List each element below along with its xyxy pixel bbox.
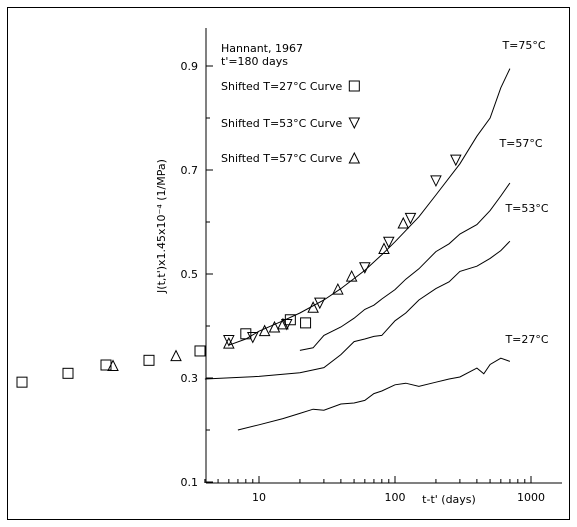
y-axis-title: J(t,t')x1.45x10⁻⁴ (1/MPa) [155,159,168,294]
marker-triangle-down [450,154,462,167]
marker-triangle-up [277,317,289,330]
marker-triangle-up [107,359,119,372]
x-tick-label: 100 [385,491,406,504]
data-markers [16,154,462,388]
marker-triangle-down [359,262,371,274]
model-curves [204,68,511,431]
marker-triangle-down [430,175,442,188]
y-tick-label: 0.9 [181,60,199,73]
annotation-text: t'=180 days [221,55,288,68]
marker-triangle-down [246,331,259,344]
x-axis-title: t-t' (days) [422,493,476,506]
y-tick-label: 0.1 [181,476,199,489]
marker-triangle-down [382,236,395,249]
marker-square [300,317,312,329]
marker-triangle-up [268,320,281,333]
legend-label: Shifted T=57°C Curve [221,152,343,165]
legend-marker-square [348,80,360,92]
curve-t-53-c [204,240,511,380]
curve-label: T=75°C [501,39,545,52]
curve-t-57-c [299,182,511,351]
curve-labels: T=75°C T=57°C T=53°C T=27°C [498,39,548,346]
legend-marker-triangle-down [348,117,361,130]
marker-triangle-up [345,269,358,282]
marker-square [143,354,155,366]
marker-triangle-up [223,337,235,349]
curve-t-27-c [237,357,511,431]
y-tick-label: 0.7 [181,164,199,177]
y-tick-label: 0.5 [181,268,199,281]
curve-label: T=57°C [498,137,542,150]
legend-marker-triangle-up [348,151,361,164]
marker-triangle-down [404,212,417,225]
marker-square [62,367,74,379]
marker-triangle-down [280,318,293,331]
marker-triangle-up [332,282,344,295]
annotation-text: Hannant, 1967 [221,42,303,55]
legend-label: Shifted T=53°C Curve [221,117,343,130]
x-tick-label: 10 [252,491,266,504]
marker-square [16,376,28,388]
marker-triangle-down [314,297,326,310]
x-tick-label: 1000 [517,491,545,504]
marker-square [240,328,252,340]
marker-triangle-down [223,335,235,347]
marker-square [194,345,206,357]
curve-label: T=53°C [504,202,548,215]
curve-label: T=27°C [504,333,548,346]
marker-triangle-up [397,216,410,229]
outer-frame [7,7,570,520]
marker-triangle-up [170,349,182,362]
axes: 10 100 1000 0.1 0.3 0.5 0.7 0.9 t-t' (days) J(t,t… [155,28,562,506]
marker-triangle-up [307,301,319,313]
legend-label: Shifted T=27°C Curve [221,80,343,93]
marker-triangle-up [258,324,271,337]
curve-t-75-c [228,68,511,346]
y-tick-label: 0.3 [181,372,199,385]
marker-triangle-up [378,242,390,255]
